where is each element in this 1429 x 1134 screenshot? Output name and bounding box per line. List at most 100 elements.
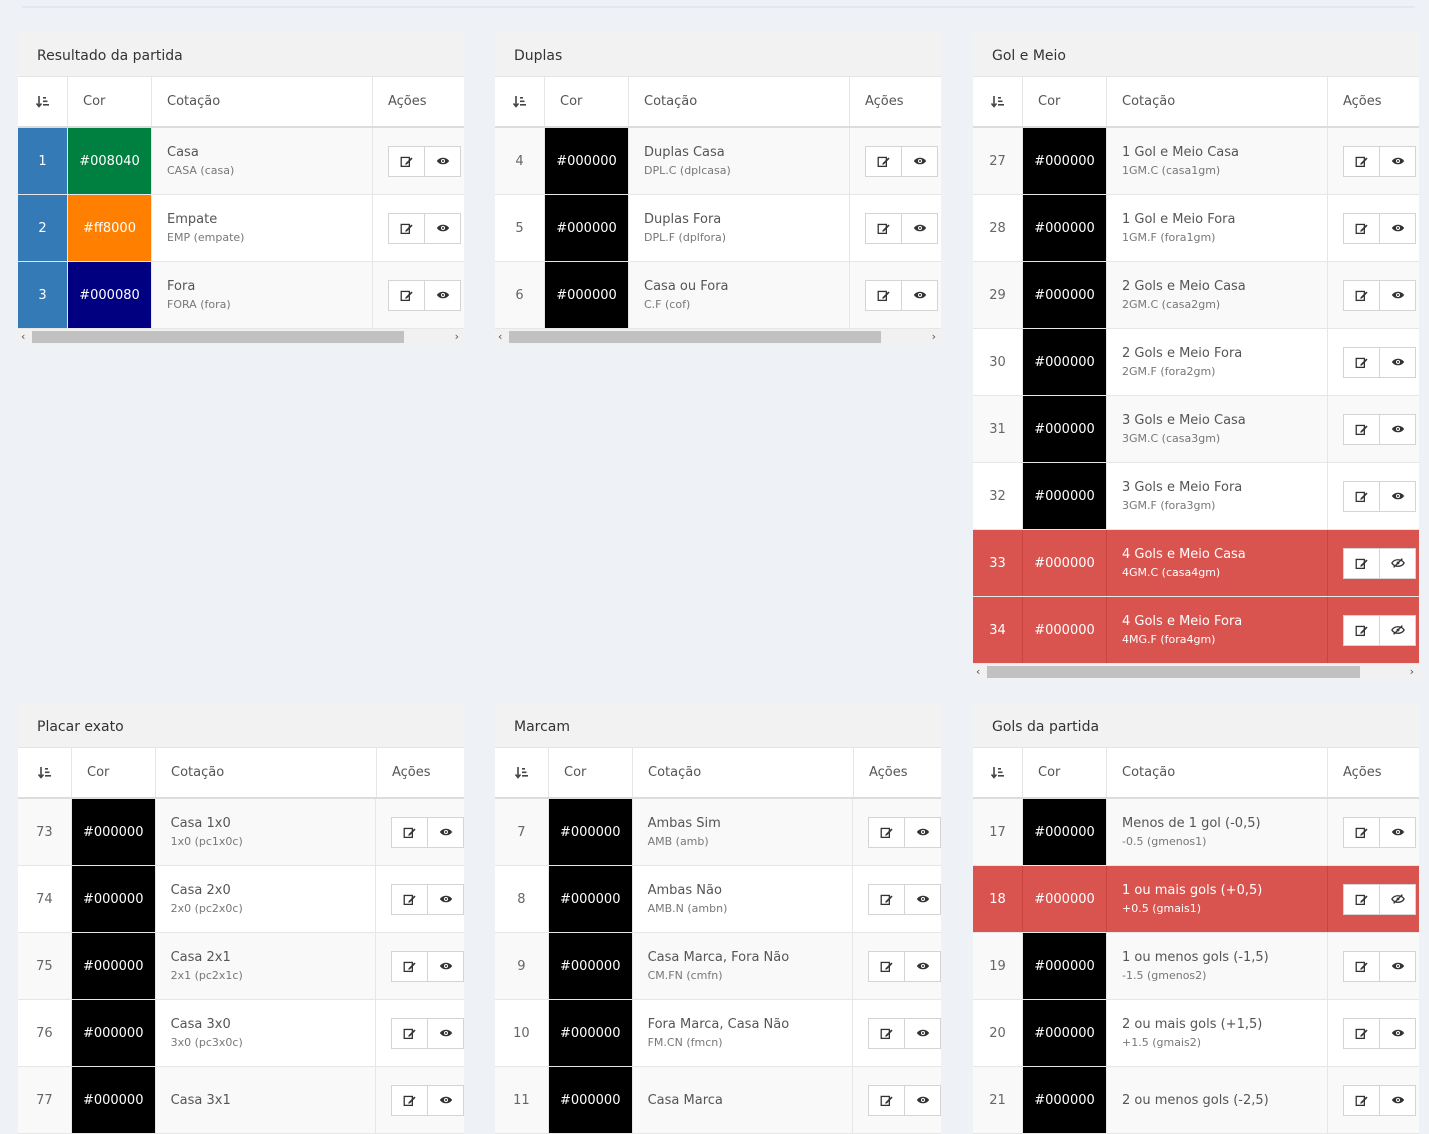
edit-button[interactable] [1343,1084,1380,1116]
visibility-toggle-button[interactable] [1379,212,1416,244]
visibility-toggle-button[interactable] [1379,1084,1416,1116]
scrollbar-thumb[interactable] [32,331,404,343]
row-id: 31 [973,396,1023,462]
visibility-toggle-button[interactable] [904,816,941,848]
edit-button[interactable] [1343,816,1380,848]
visibility-toggle-button[interactable] [901,145,938,177]
visibility-toggle-button[interactable] [1379,413,1416,445]
edit-button[interactable] [1343,413,1380,445]
sort-column-header[interactable] [495,77,545,126]
visibility-toggle-button[interactable] [1379,816,1416,848]
horizontal-scrollbar[interactable]: ‹ › [973,664,1419,680]
visibility-toggle-button[interactable] [1379,480,1416,512]
edit-button[interactable] [391,1017,428,1049]
panel-marcam: Marcam Cor Cotação Ações 7 #000000 Ambas Sim AM… [495,703,941,1134]
horizontal-scrollbar[interactable]: ‹ › [18,329,464,345]
visibility-toggle-button[interactable] [427,950,464,982]
visibility-toggle-button[interactable] [1379,883,1416,915]
column-header-cor: Cor [72,748,156,797]
scroll-left-icon[interactable]: ‹ [498,330,503,343]
color-swatch: #000000 [548,866,633,932]
visibility-toggle-button[interactable] [424,145,461,177]
cotacao-code: AMB.N (ambn) [647,902,728,915]
cotacao-name: Casa 1x0 [170,816,231,831]
visibility-toggle-button[interactable] [424,212,461,244]
edit-button[interactable] [865,279,902,311]
visibility-toggle-button[interactable] [427,1084,464,1116]
scroll-right-icon[interactable]: › [931,330,936,343]
visibility-toggle-button[interactable] [904,1017,941,1049]
scroll-right-icon[interactable]: › [454,330,459,343]
scroll-left-icon[interactable]: ‹ [21,330,26,343]
edit-button[interactable] [1343,480,1380,512]
edit-button[interactable] [868,1084,905,1116]
sort-column-header[interactable] [973,77,1023,126]
edit-button[interactable] [1343,279,1380,311]
edit-icon [877,222,890,235]
edit-button[interactable] [868,883,905,915]
edit-button[interactable] [391,1084,428,1116]
row-id: 74 [18,866,72,932]
visibility-toggle-button[interactable] [1379,614,1416,646]
visibility-toggle-button[interactable] [1379,346,1416,378]
edit-button[interactable] [388,279,425,311]
scrollbar-thumb[interactable] [509,331,881,343]
table-header: Cor Cotação Ações [18,77,464,128]
visibility-toggle-button[interactable] [424,279,461,311]
edit-button[interactable] [391,816,428,848]
sort-column-header[interactable] [973,748,1023,797]
edit-button[interactable] [868,950,905,982]
scrollbar-thumb[interactable] [987,666,1360,678]
edit-button[interactable] [388,145,425,177]
eye-icon [439,1027,453,1039]
sort-column-header[interactable] [18,77,68,126]
color-swatch: #000000 [1023,530,1107,596]
eye-icon [916,826,930,838]
visibility-toggle-button[interactable] [901,279,938,311]
sort-column-header[interactable] [495,748,549,797]
edit-button[interactable] [388,212,425,244]
edit-icon [880,893,893,906]
cotacao-name: Casa 3x1 [170,1092,231,1108]
sort-column-header[interactable] [18,748,72,797]
edit-button[interactable] [1343,1017,1380,1049]
action-buttons [1343,346,1416,378]
visibility-toggle-button[interactable] [427,883,464,915]
horizontal-scrollbar[interactable]: ‹ › [495,329,941,345]
visibility-toggle-button[interactable] [904,883,941,915]
edit-button[interactable] [1343,145,1380,177]
visibility-toggle-button[interactable] [904,1084,941,1116]
edit-button[interactable] [391,950,428,982]
scroll-left-icon[interactable]: ‹ [976,665,981,678]
edit-button[interactable] [868,1017,905,1049]
color-swatch: #000000 [71,1000,156,1066]
edit-button[interactable] [865,212,902,244]
cotacao-cell: 3 Gols e Meio Casa 3GM.C (casa3gm) [1107,396,1328,462]
visibility-toggle-button[interactable] [901,212,938,244]
visibility-toggle-button[interactable] [427,816,464,848]
visibility-toggle-button[interactable] [1379,1017,1416,1049]
edit-button[interactable] [1343,212,1380,244]
visibility-toggle-button[interactable] [1379,547,1416,579]
visibility-toggle-button[interactable] [1379,145,1416,177]
visibility-toggle-button[interactable] [427,1017,464,1049]
cotacao-code: 2GM.F (fora2gm) [1122,365,1216,378]
edit-button[interactable] [391,883,428,915]
row-id: 6 [495,262,545,328]
edit-button[interactable] [1343,346,1380,378]
edit-button[interactable] [865,145,902,177]
action-buttons [1343,1017,1416,1049]
edit-button[interactable] [868,816,905,848]
edit-button[interactable] [1343,547,1380,579]
actions-cell [373,262,464,328]
edit-button[interactable] [1343,950,1380,982]
edit-button[interactable] [1343,614,1380,646]
cotacao-cell: Casa 2x1 2x1 (pc2x1c) [156,933,376,999]
visibility-toggle-button[interactable] [904,950,941,982]
edit-icon [1355,289,1368,302]
edit-button[interactable] [1343,883,1380,915]
column-header-cor: Cor [68,77,152,126]
visibility-toggle-button[interactable] [1379,279,1416,311]
scroll-right-icon[interactable]: › [1409,665,1414,678]
visibility-toggle-button[interactable] [1379,950,1416,982]
